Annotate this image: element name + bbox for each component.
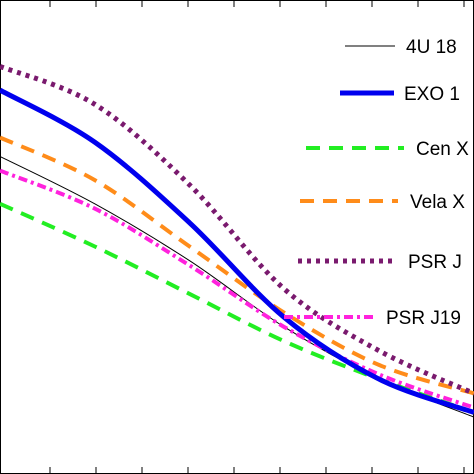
legend: 4U 18 EXO 1 Cen X Vela X PSR J PSR J19 — [284, 37, 469, 329]
legend-item: PSR J — [298, 252, 462, 273]
legend-item: Vela X — [300, 192, 465, 213]
legend-item: 4U 18 — [345, 37, 457, 58]
series-line — [0, 168, 474, 410]
series-line — [0, 64, 474, 396]
series-line — [0, 135, 474, 396]
legend-label: EXO 1 — [404, 84, 460, 105]
legend-item: Cen X — [306, 139, 469, 160]
legend-label: Cen X — [416, 139, 469, 160]
legend-label: 4U 18 — [406, 37, 457, 58]
legend-label: Vela X — [410, 192, 465, 213]
legend-label: PSR J19 — [386, 308, 461, 329]
legend-label: PSR J — [408, 252, 462, 273]
series-lines — [0, 64, 474, 418]
legend-item: EXO 1 — [340, 84, 460, 105]
legend-item: PSR J19 — [284, 308, 461, 329]
series-line — [0, 201, 474, 415]
axis-ticks — [49, 0, 465, 474]
series-line — [0, 87, 474, 415]
